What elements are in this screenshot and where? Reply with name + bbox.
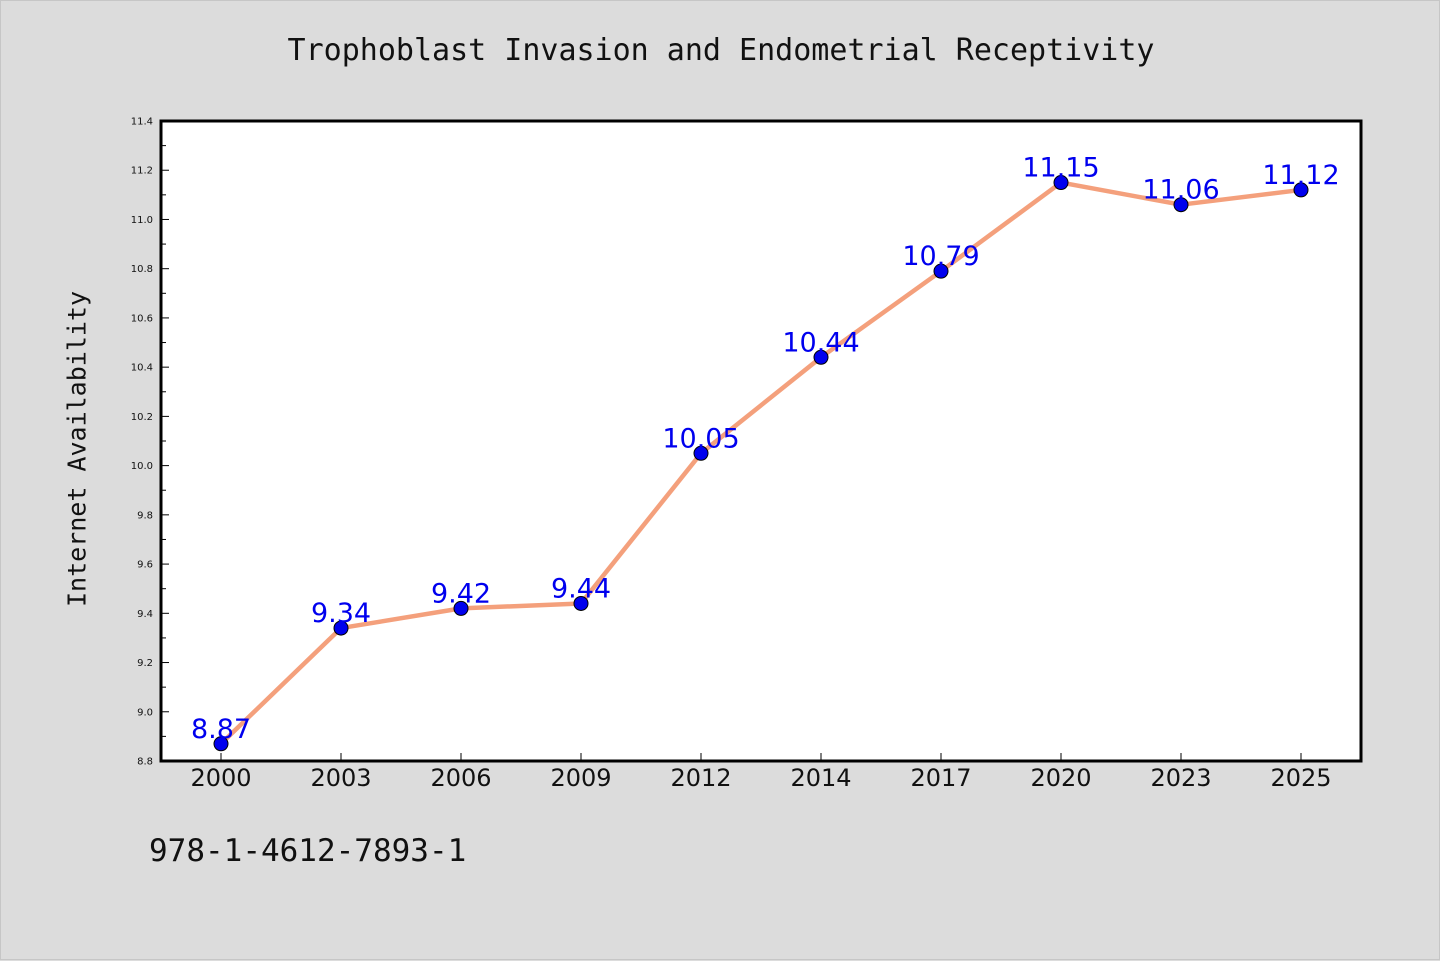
y-tick-label: 10.2 xyxy=(131,412,153,423)
y-tick-label: 10.4 xyxy=(131,363,153,374)
x-tick-label: 2006 xyxy=(430,764,491,792)
y-tick-label: 10.0 xyxy=(131,461,153,472)
data-label: 10.79 xyxy=(902,241,979,272)
x-tick-label: 2017 xyxy=(910,764,971,792)
data-point xyxy=(1053,175,1069,191)
x-tick-label: 2014 xyxy=(790,764,851,792)
data-point xyxy=(933,263,949,279)
data-label: 10.05 xyxy=(662,423,739,454)
x-tick-label: 2009 xyxy=(550,764,611,792)
x-tick-label: 2003 xyxy=(310,764,371,792)
y-tick-label: 9.0 xyxy=(137,707,153,718)
data-point xyxy=(813,349,829,365)
data-label: 11.15 xyxy=(1022,153,1099,184)
data-point xyxy=(333,620,349,636)
data-point xyxy=(1293,182,1309,198)
data-label: 9.42 xyxy=(431,578,491,609)
y-tick-label: 11.0 xyxy=(131,215,153,226)
data-point xyxy=(693,445,709,461)
y-tick-label: 10.8 xyxy=(131,264,153,275)
data-point xyxy=(573,595,589,611)
data-point xyxy=(453,600,469,616)
x-tick-label: 2020 xyxy=(1030,764,1091,792)
data-point xyxy=(213,736,229,752)
data-label: 8.87 xyxy=(191,714,251,745)
data-label: 9.44 xyxy=(551,573,611,604)
data-label: 9.34 xyxy=(311,598,371,629)
isbn-text: 978-1-4612-7893-1 xyxy=(149,833,467,869)
chart-title: Trophoblast Invasion and Endometrial Rec… xyxy=(287,33,1155,68)
data-label: 11.06 xyxy=(1142,175,1219,206)
x-tick-label: 2000 xyxy=(190,764,251,792)
y-tick-label: 10.6 xyxy=(131,313,153,324)
data-label: 11.12 xyxy=(1262,160,1339,191)
y-tick-label: 9.6 xyxy=(137,560,153,571)
y-tick-label: 11.2 xyxy=(131,166,153,177)
x-tick-label: 2012 xyxy=(670,764,731,792)
series-line xyxy=(218,180,1304,747)
y-tick-label: 9.4 xyxy=(137,609,153,620)
x-tick-label: 2023 xyxy=(1150,764,1211,792)
y-tick-label: 11.4 xyxy=(131,117,153,128)
data-label: 10.44 xyxy=(782,327,859,358)
data-point xyxy=(1173,197,1189,213)
y-tick-label: 9.2 xyxy=(137,658,153,669)
y-tick-label: 9.8 xyxy=(137,510,153,521)
x-tick-label: 2025 xyxy=(1270,764,1331,792)
plot-area xyxy=(159,119,1363,763)
y-tick-label: 8.8 xyxy=(137,757,153,768)
